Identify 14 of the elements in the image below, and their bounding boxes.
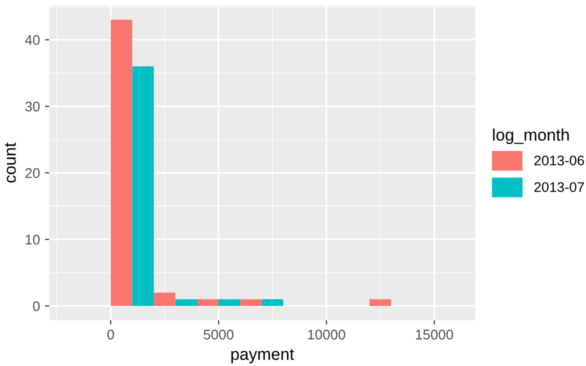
x-tick-label: 15000: [416, 330, 454, 340]
y-tick-label: 40: [25, 35, 40, 45]
y-axis-title: count: [4, 142, 16, 183]
legend-label: 2013-07: [534, 182, 584, 192]
x-axis-title: payment: [231, 349, 294, 364]
legend-title: log_month: [493, 128, 569, 144]
x-tick-label: 5000: [204, 330, 234, 340]
y-tick-label: 10: [26, 234, 40, 245]
y-tick-label: 30: [25, 102, 40, 112]
x-tick-label: 0: [107, 330, 114, 340]
y-tick-label: 20: [25, 168, 40, 178]
legend-label: 2013-06: [534, 156, 584, 166]
y-tick-label: 0: [33, 301, 40, 312]
x-tick-label: 10000: [308, 330, 346, 340]
